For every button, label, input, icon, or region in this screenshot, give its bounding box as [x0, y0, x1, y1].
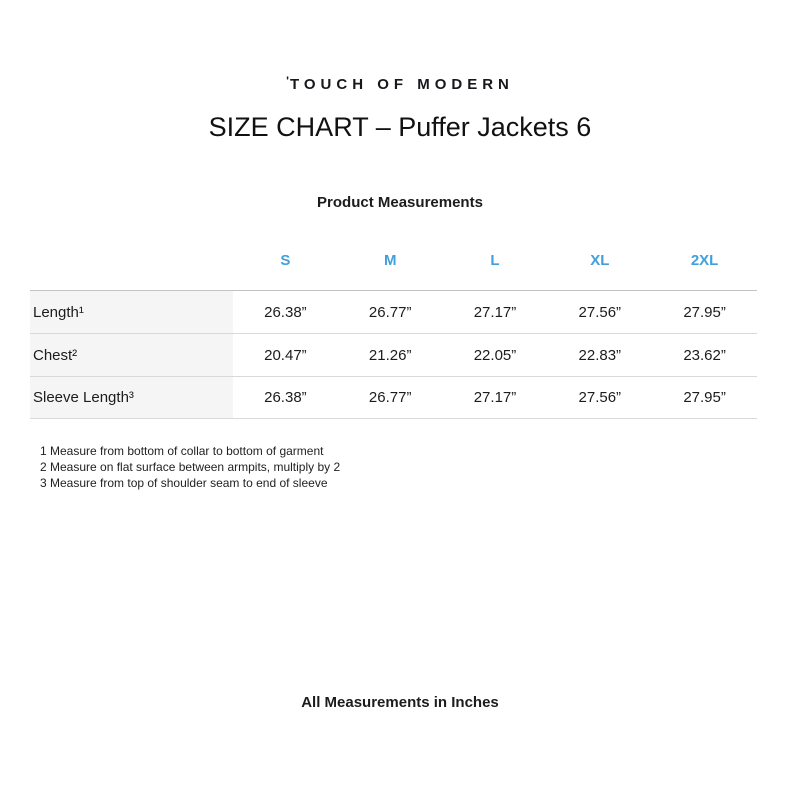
row-label-length: Length¹	[30, 291, 233, 333]
footnotes: 1 Measure from bottom of collar to botto…	[40, 443, 340, 491]
size-header-m: M	[383, 252, 397, 269]
section-title: Product Measurements	[317, 194, 483, 211]
sleeve-value-s: 26.38”	[264, 389, 307, 406]
chest-value-2xl: 23.62”	[683, 346, 726, 364]
table-header-row: S M L XL 2XL	[30, 252, 757, 290]
sleeve-value-l: 27.17”	[473, 389, 517, 406]
brand-logo: 'TOUCH OF MODERN	[0, 74, 800, 93]
size-header-2xl: 2XL	[690, 252, 719, 269]
chest-value-xl: 22.83”	[578, 346, 622, 364]
sleeve-value-2xl: 27.95”	[683, 389, 726, 406]
sleeve-value-xl: 27.56”	[578, 389, 622, 406]
measurements-table: S M L XL 2XL Length¹ 26.38” 26.77” 27.17…	[30, 252, 757, 419]
logo-apostrophe-mark: '	[286, 74, 289, 88]
table-row-length: Length¹ 26.38” 26.77” 27.17” 27.56” 27.9…	[30, 290, 757, 333]
chest-value-l: 22.05”	[473, 346, 517, 364]
footnote-1: 1 Measure from bottom of collar to botto…	[40, 444, 324, 458]
length-value-xl: 27.56”	[578, 303, 622, 321]
row-label-chest: Chest²	[30, 334, 233, 376]
brand-name: TOUCH OF MODERN	[289, 76, 514, 93]
page-title: SIZE CHART – Puffer Jackets 6	[208, 112, 592, 142]
table-row-sleeve-length: Sleeve Length³ 26.38” 26.77” 27.17” 27.5…	[30, 376, 757, 419]
length-value-m: 26.77”	[368, 303, 412, 321]
footnote-3: 3 Measure from top of shoulder seam to e…	[40, 476, 328, 490]
chest-value-m: 21.26”	[368, 346, 412, 364]
footnote-2: 2 Measure on flat surface between armpit…	[40, 460, 341, 474]
size-header-l: L	[490, 252, 500, 269]
header-empty-cell	[30, 252, 233, 290]
sleeve-value-m: 26.77”	[368, 389, 412, 406]
footer-note: All Measurements in Inches	[301, 694, 499, 711]
size-header-s: S	[280, 252, 291, 269]
chest-value-s: 20.47”	[264, 346, 307, 364]
table-row-chest: Chest² 20.47” 21.26” 22.05” 22.83” 23.62…	[30, 333, 757, 376]
length-value-l: 27.17”	[473, 303, 517, 321]
size-header-xl: XL	[590, 252, 610, 269]
row-label-sleeve-length: Sleeve Length³	[30, 377, 233, 418]
length-value-s: 26.38”	[264, 303, 307, 321]
length-value-2xl: 27.95”	[683, 303, 726, 321]
